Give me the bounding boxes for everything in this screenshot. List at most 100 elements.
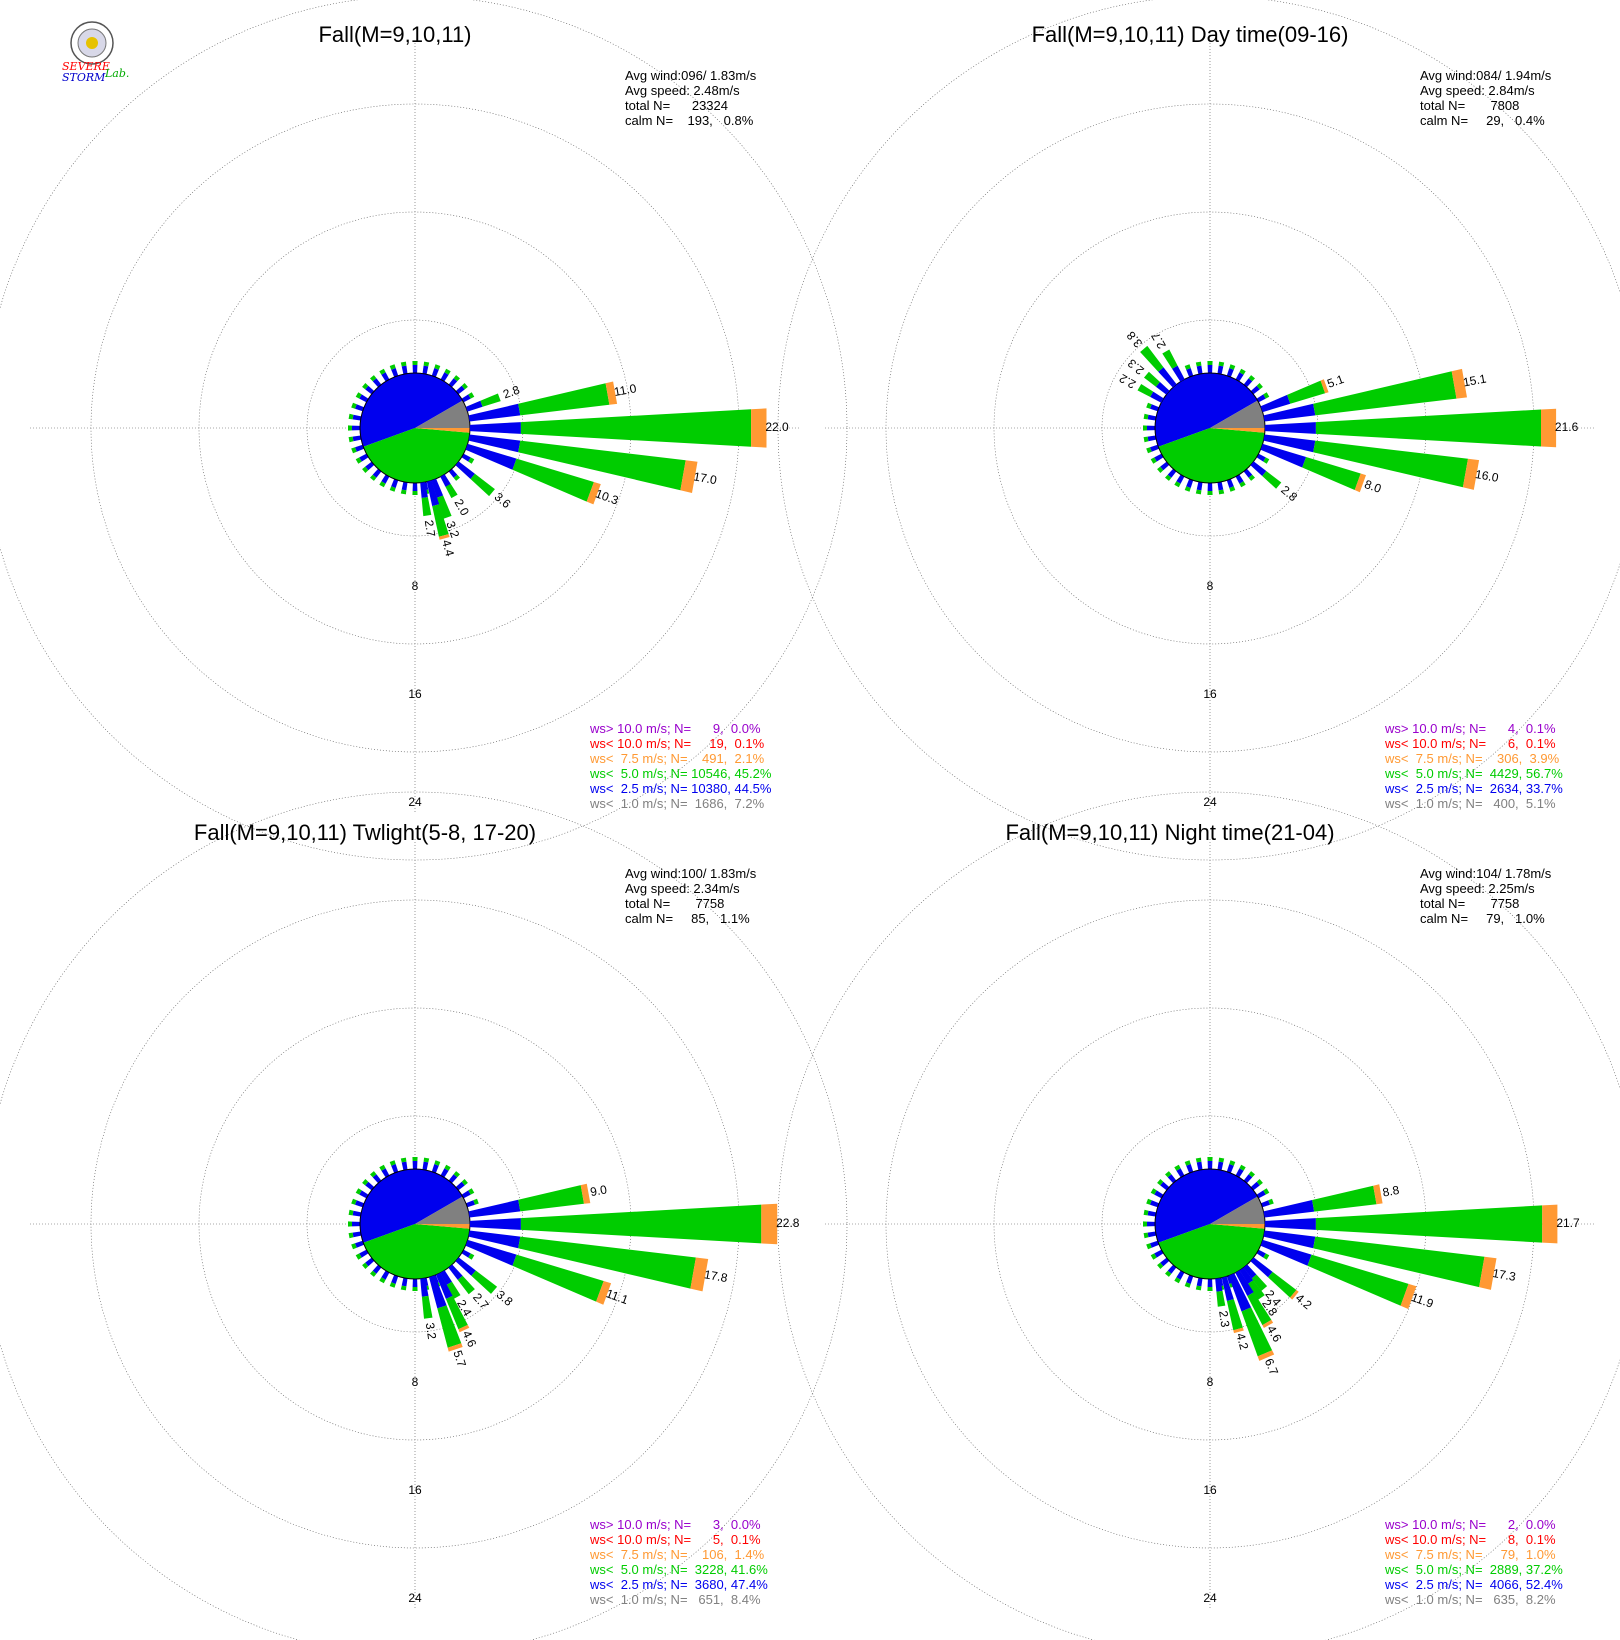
- bar-segment-green: [512, 458, 594, 502]
- mini-petal: [381, 474, 390, 484]
- mini-petal-tip: [1146, 402, 1152, 409]
- bar-segment-orange: [1262, 1319, 1274, 1328]
- mini-petal-tip: [1146, 447, 1152, 454]
- panel-title-3: Fall(M=9,10,11) Twlight(5-8, 17-20): [194, 820, 536, 845]
- mini-petal-tip: [379, 368, 386, 375]
- mini-petal-tip: [1239, 481, 1246, 488]
- legend-item-lt1-1: ws< 1.0 m/s; N= 1686, 7.2%: [589, 796, 765, 811]
- hub-sector-green: [1158, 1224, 1265, 1280]
- legend-3: ws> 10.0 m/s; N= 3, 0.0% ws< 10.0 m/s; N…: [589, 1517, 768, 1607]
- mini-petal: [1243, 1174, 1253, 1184]
- mini-petal-tip: [355, 1188, 362, 1195]
- mini-petal: [359, 1190, 369, 1199]
- mini-petal-tip: [1229, 364, 1236, 370]
- mini-petal: [1243, 378, 1253, 388]
- bar-segment-orange: [1462, 458, 1480, 490]
- mini-petal: [1167, 468, 1177, 478]
- mini-petal-tip: [389, 1282, 396, 1288]
- bar-segment-blue: [429, 1275, 447, 1309]
- mini-petal: [372, 1264, 382, 1274]
- bar-segment-green: [1144, 371, 1160, 387]
- mini-petal-tip: [423, 361, 430, 367]
- hub-sector-orange: [1210, 428, 1266, 433]
- mini-petal-tip: [1195, 489, 1202, 495]
- stat-avg-speed-3: Avg speed: 2.34m/s: [625, 881, 740, 896]
- bar-segment-green: [1247, 1292, 1272, 1326]
- bar-segment-blue: [1263, 403, 1316, 422]
- bar-value-label: 8.8: [1381, 1183, 1400, 1200]
- bar-segment-orange: [447, 1343, 463, 1352]
- mini-petal: [1186, 1164, 1194, 1174]
- stat-total-n-3: total N= 7758: [625, 896, 724, 911]
- legend-item-gt10-4: ws> 10.0 m/s; N= 2, 0.0%: [1384, 1517, 1556, 1532]
- bar-segment-green: [437, 1305, 462, 1348]
- bar-segment-orange: [580, 1183, 591, 1204]
- hub-sector-blue: [360, 1169, 463, 1243]
- mini-petal-tip: [444, 1164, 451, 1171]
- mini-petal: [1154, 1249, 1164, 1258]
- bar-segment-blue: [1228, 1273, 1252, 1312]
- legend-item-lt10-3: ws< 10.0 m/s; N= 5, 0.1%: [589, 1532, 761, 1547]
- legend-item-lt75-4: ws< 7.5 m/s; N= 79, 1.0%: [1384, 1547, 1556, 1562]
- bar-segment-blue: [1158, 367, 1177, 388]
- mini-petal: [1167, 1264, 1177, 1274]
- mini-petal: [461, 1249, 471, 1258]
- mini-petal-tip: [348, 436, 354, 443]
- mini-petal-tip: [1229, 486, 1236, 492]
- mini-petal: [448, 1174, 458, 1184]
- ring-label-2-8: 8: [1207, 579, 1214, 593]
- mini-petal: [1176, 1270, 1185, 1280]
- mini-petal-tip: [1218, 1157, 1225, 1163]
- mini-petal: [461, 394, 471, 403]
- mini-petal-tip: [389, 1160, 396, 1166]
- mini-petal: [352, 1210, 362, 1217]
- bar-value-label: 17.0: [692, 469, 718, 487]
- bar-segment-blue: [1239, 1267, 1254, 1284]
- bar-segment-blue: [1260, 394, 1291, 413]
- mini-petal: [1256, 394, 1266, 403]
- bar-segment-green: [520, 1204, 762, 1244]
- mini-petal: [1147, 1221, 1155, 1227]
- bar-segment-orange: [1542, 1204, 1558, 1244]
- bar-value-label: 4.6: [460, 1328, 480, 1349]
- stat-avg-speed-2: Avg speed: 2.84m/s: [1420, 83, 1535, 98]
- mini-petal-tip: [379, 481, 386, 488]
- mini-petal: [355, 444, 365, 452]
- mini-petal-tip: [1146, 1243, 1152, 1250]
- hub-sector-blue: [360, 373, 463, 447]
- mini-petal: [1196, 1161, 1203, 1171]
- mini-petal: [1160, 1257, 1170, 1267]
- legend-item-lt10-1: ws< 10.0 m/s; N= 19, 0.1%: [589, 736, 765, 751]
- mini-petal: [440, 1168, 449, 1178]
- bar-segment-blue: [455, 461, 475, 479]
- mini-petal-tip: [453, 1171, 460, 1178]
- bar-segment-blue: [1150, 391, 1164, 403]
- ring-label-1-16: 16: [408, 687, 422, 701]
- mini-petal-tip: [1248, 375, 1255, 382]
- mini-petal: [1196, 481, 1203, 491]
- bar-segment-green: [1315, 409, 1541, 447]
- mini-petal-tip: [1143, 436, 1149, 443]
- bar-value-label: 2.0: [451, 497, 472, 519]
- bar-segment-green: [1313, 440, 1468, 488]
- mini-petal: [372, 468, 382, 478]
- mini-petal: [1160, 461, 1170, 471]
- mini-petal-tip: [1143, 1232, 1149, 1239]
- mini-petal-tip: [453, 375, 460, 382]
- mini-petal: [1226, 368, 1234, 378]
- stat-total-n-1: total N= 23324: [625, 98, 728, 113]
- legend-item-gt10-1: ws> 10.0 m/s; N= 9, 0.0%: [589, 721, 761, 736]
- bar-segment-green: [421, 1295, 433, 1319]
- bar-segment-blue: [420, 482, 428, 498]
- stat-avg-speed-1: Avg speed: 2.48m/s: [625, 83, 740, 98]
- mini-petal: [391, 368, 399, 378]
- bar-segment-blue: [436, 1272, 453, 1299]
- mini-petal: [1243, 468, 1253, 478]
- mini-petal-tip: [362, 1179, 369, 1186]
- bar-value-label: 3.8: [494, 1287, 516, 1309]
- legend-item-lt75-3: ws< 7.5 m/s; N= 106, 1.4%: [589, 1547, 765, 1562]
- bar-segment-green: [1312, 1185, 1377, 1212]
- bar-segment-green: [518, 1236, 696, 1289]
- legend-item-lt5-2: ws< 5.0 m/s; N= 4429, 56.7%: [1384, 766, 1563, 781]
- mini-petal-tip: [1157, 1179, 1164, 1186]
